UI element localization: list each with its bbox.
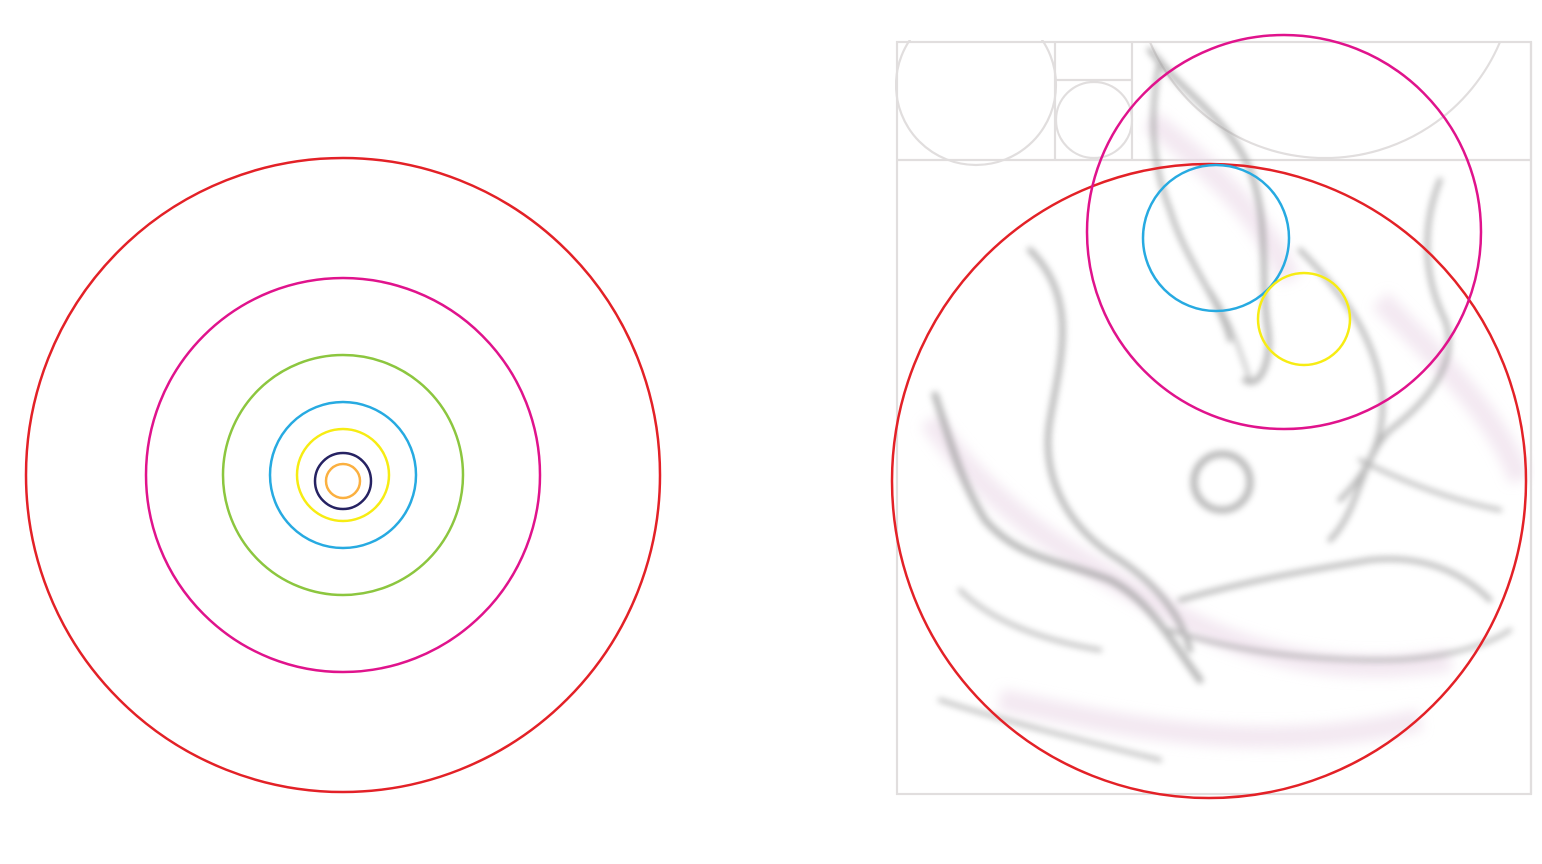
faint-sketch: [920, 47, 1531, 762]
magenta-circle: [1085, 33, 1483, 431]
concentric-rings-diagram: [24, 156, 662, 794]
sketch-composition-diagram: [890, 33, 1533, 800]
green-ring: [221, 353, 465, 597]
overlay-circles: [890, 33, 1528, 800]
grid-frame: [895, 40, 1533, 796]
orange-ring: [324, 462, 362, 500]
golden-ratio-grid: [895, 40, 1533, 796]
grid-circle-small: [1054, 80, 1134, 160]
navy-ring: [313, 451, 373, 511]
grid-circle-large-left: [895, 40, 1058, 167]
magenta-ring: [144, 276, 542, 674]
yellow-ring: [295, 427, 391, 523]
red-ring: [24, 156, 662, 794]
blue-ring: [268, 400, 418, 550]
blue-circle: [1141, 163, 1291, 313]
red-circle: [890, 162, 1528, 800]
yellow-circle: [1256, 271, 1352, 367]
grid-arc-top-right: [1148, 41, 1502, 160]
